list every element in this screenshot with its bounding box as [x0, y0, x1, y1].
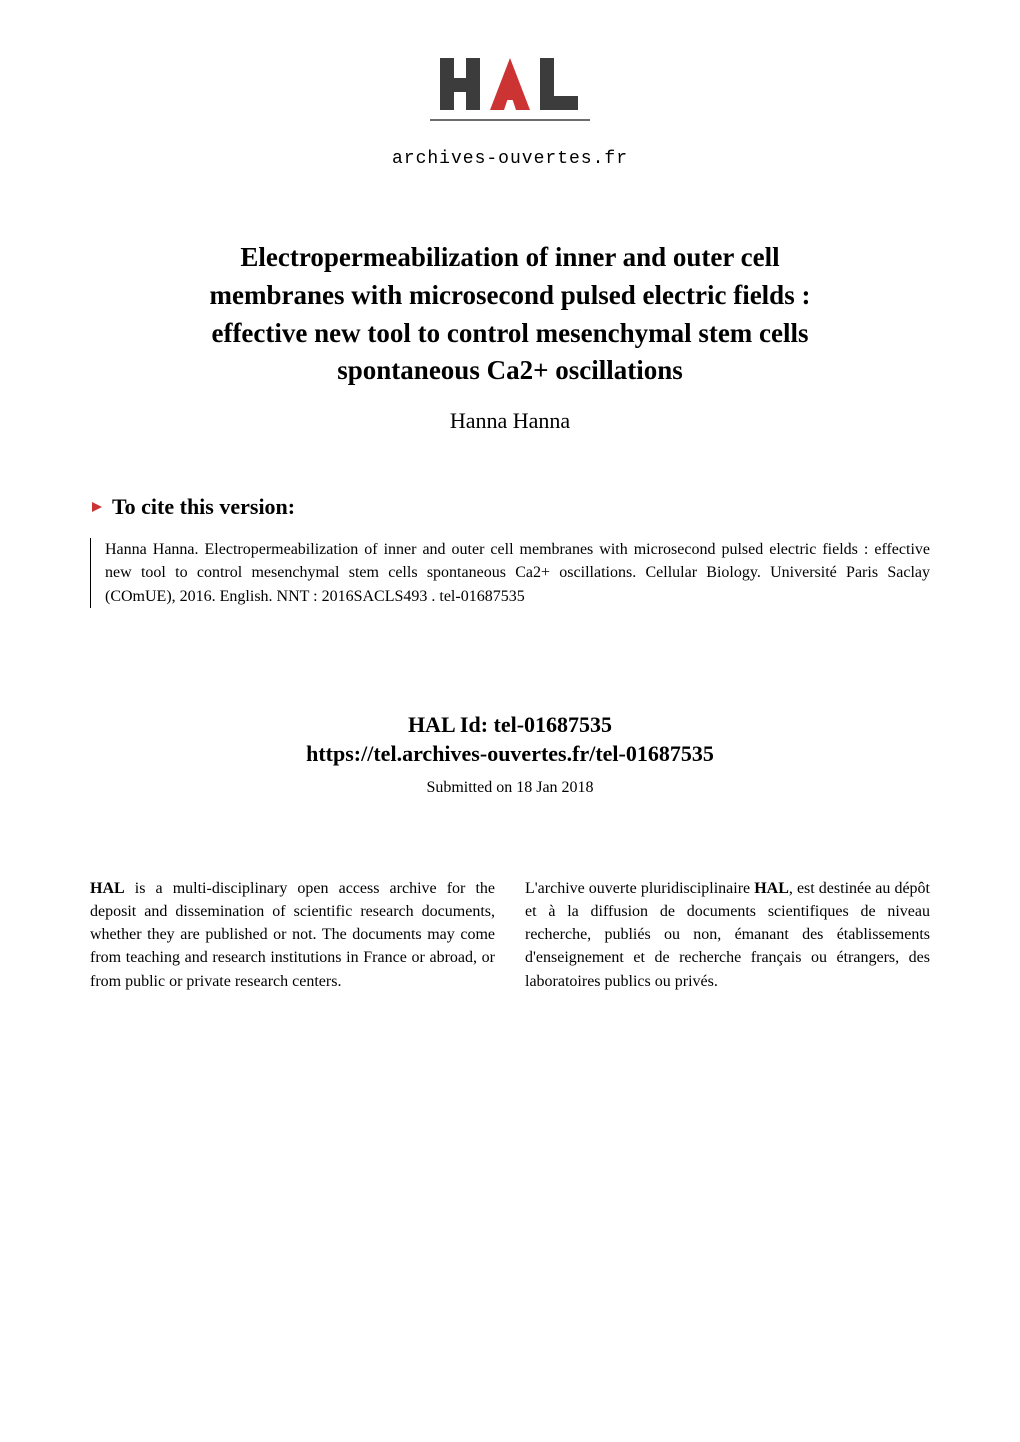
footer-left-text: is a multi-disciplinary open access arch…	[90, 880, 495, 990]
footer-right-text-1: L'archive ouverte pluridisciplinaire	[525, 880, 754, 897]
hal-logo-svg	[430, 50, 590, 140]
submitted-date: Submitted on 18 Jan 2018	[90, 779, 930, 797]
title-line-2: membranes with microsecond pulsed electr…	[210, 280, 811, 310]
title-line-1: Electropermeabilization of inner and out…	[240, 242, 779, 272]
logo-section: archives-ouvertes.fr	[0, 0, 1020, 199]
title-line-4: spontaneous Ca2+ oscillations	[337, 355, 682, 385]
paper-title: Electropermeabilization of inner and out…	[90, 239, 930, 390]
hal-url[interactable]: https://tel.archives-ouvertes.fr/tel-016…	[90, 741, 930, 767]
cite-header: To cite this version:	[90, 494, 930, 520]
footer-hal-bold-left: HAL	[90, 880, 125, 897]
hal-id: HAL Id: tel-01687535	[90, 708, 930, 741]
hal-id-section: HAL Id: tel-01687535 https://tel.archive…	[0, 628, 1020, 817]
cite-section: To cite this version: Hanna Hanna. Elect…	[0, 454, 1020, 628]
footer-left: HAL is a multi-disciplinary open access …	[90, 877, 495, 993]
citation-text: Hanna Hanna. Electropermeabilization of …	[90, 538, 930, 608]
triangle-icon	[90, 494, 104, 520]
footer-hal-bold-right: HAL	[754, 880, 789, 897]
title-section: Electropermeabilization of inner and out…	[0, 199, 1020, 454]
title-line-3: effective new tool to control mesenchyma…	[211, 318, 808, 348]
hal-logo: archives-ouvertes.fr	[392, 50, 628, 169]
author-name: Hanna Hanna	[90, 408, 930, 434]
logo-subtitle: archives-ouvertes.fr	[392, 149, 628, 169]
footer-section: HAL is a multi-disciplinary open access …	[0, 817, 1020, 1033]
cite-header-text: To cite this version:	[112, 494, 295, 520]
footer-right: L'archive ouverte pluridisciplinaire HAL…	[525, 877, 930, 993]
